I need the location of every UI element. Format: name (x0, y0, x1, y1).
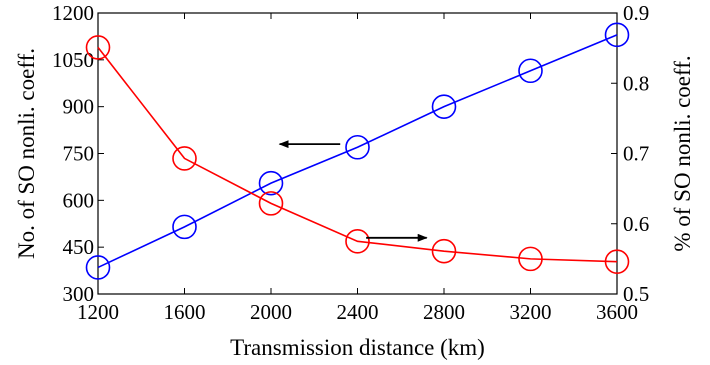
data-point-left-axis (85, 255, 111, 280)
y-tick-label-right: 0.8 (623, 71, 649, 95)
series-line-right-axis (97, 46, 618, 263)
data-point-right-axis (85, 35, 111, 60)
x-tick-label: 3600 (596, 300, 638, 324)
y-tick-label-right: 0.7 (623, 142, 649, 166)
data-point-left-axis (518, 58, 543, 84)
data-point-right-axis (431, 238, 457, 264)
data-point-left-axis (431, 94, 457, 119)
y-tick-label-left: 900 (63, 95, 95, 119)
data-point-right-axis (518, 246, 543, 272)
data-point-right-axis (345, 229, 370, 254)
x-tick-label: 2000 (250, 300, 292, 324)
y-axis-label-left: No. of SO nonli. coeff. (14, 48, 39, 259)
y-axis-label-right: % of SO nonli. coeff. (670, 55, 695, 251)
data-point-left-axis (345, 134, 370, 160)
x-tick-label: 3200 (510, 300, 552, 324)
x-tick-label: 1200 (77, 300, 119, 324)
data-point-left-axis (604, 22, 630, 48)
x-tick-label: 2400 (337, 300, 379, 324)
x-axis-label: Transmission distance (km) (230, 335, 485, 360)
y-tick-label-left: 750 (63, 142, 95, 166)
y-tick-label-left: 1200 (52, 1, 94, 25)
data-point-right-axis (258, 191, 284, 216)
y-tick-label-left: 600 (63, 188, 95, 212)
data-point-right-axis (172, 146, 197, 171)
x-tick-label: 2800 (423, 300, 465, 324)
y-tick-label-left: 300 (63, 282, 95, 306)
y-tick-label-left: 450 (63, 235, 95, 259)
x-tick-label: 1600 (164, 300, 206, 324)
data-point-left-axis (258, 170, 284, 196)
data-point-right-axis (604, 249, 630, 274)
y-tick-label-right: 0.6 (623, 212, 649, 236)
y-tick-label-right: 0.9 (623, 1, 649, 25)
y-tick-label-right: 0.5 (623, 282, 649, 306)
data-point-left-axis (172, 214, 197, 240)
series-line-left-axis (97, 34, 618, 269)
